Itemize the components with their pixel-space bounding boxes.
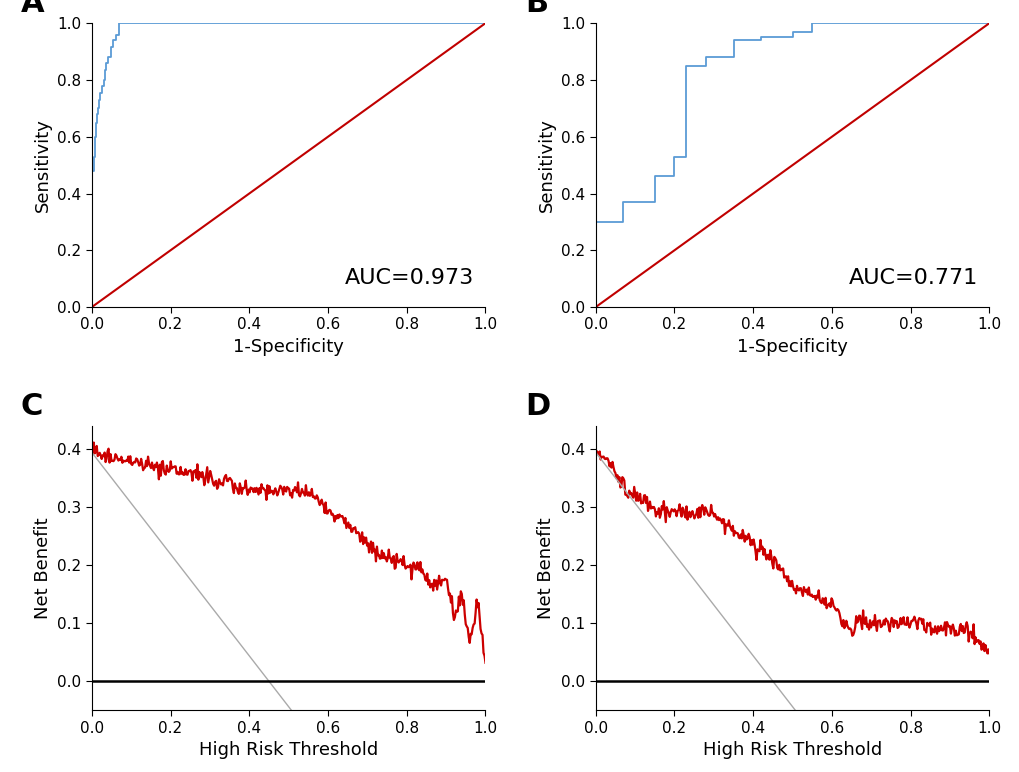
X-axis label: 1-Specificity: 1-Specificity: [737, 338, 847, 356]
Text: AUC=0.973: AUC=0.973: [344, 269, 473, 289]
Y-axis label: Sensitivity: Sensitivity: [537, 118, 555, 212]
Text: D: D: [525, 392, 549, 421]
Text: A: A: [21, 0, 45, 18]
X-axis label: High Risk Threshold: High Risk Threshold: [199, 741, 378, 759]
Text: AUC=0.771: AUC=0.771: [848, 269, 976, 289]
Y-axis label: Sensitivity: Sensitivity: [34, 118, 52, 212]
X-axis label: 1-Specificity: 1-Specificity: [233, 338, 343, 356]
Y-axis label: Net Benefit: Net Benefit: [34, 517, 52, 619]
Text: B: B: [525, 0, 547, 18]
X-axis label: High Risk Threshold: High Risk Threshold: [702, 741, 881, 759]
Y-axis label: Net Benefit: Net Benefit: [537, 517, 555, 619]
Text: C: C: [21, 392, 43, 421]
